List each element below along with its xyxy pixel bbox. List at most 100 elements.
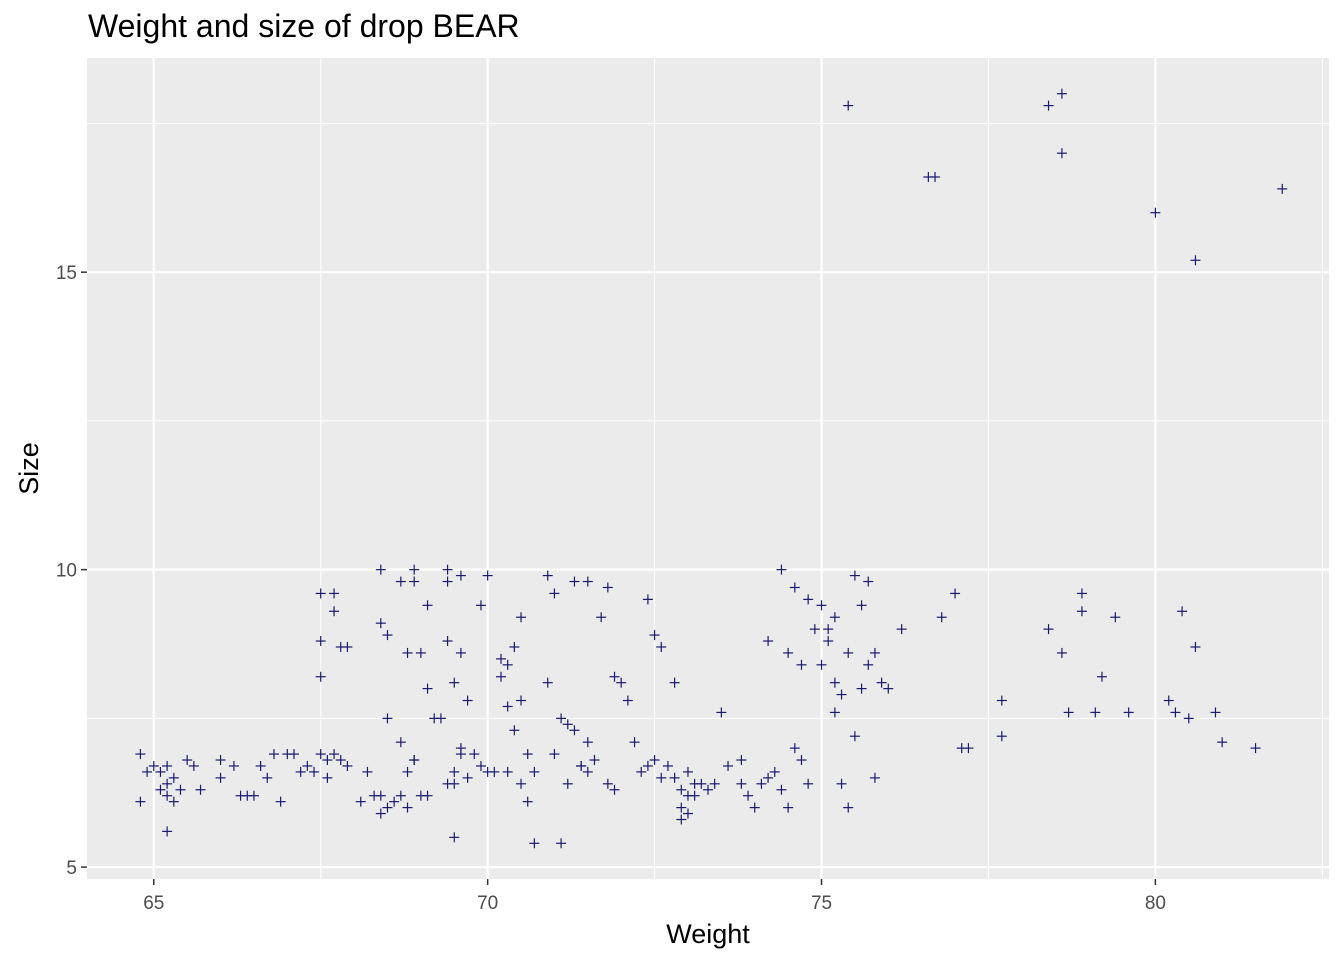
data-point — [636, 766, 647, 777]
data-point — [1217, 737, 1228, 748]
data-point — [409, 755, 420, 766]
x-tick-label: 75 — [811, 893, 832, 914]
data-point — [582, 576, 593, 587]
data-point — [629, 737, 640, 748]
data-point — [355, 796, 366, 807]
major-gridlines — [87, 58, 1329, 879]
data-point — [562, 778, 573, 789]
data-point — [936, 612, 947, 623]
data-point — [516, 695, 527, 706]
data-point — [162, 778, 173, 789]
data-point — [322, 755, 333, 766]
data-point — [482, 570, 493, 581]
data-point — [395, 790, 406, 801]
data-point — [315, 671, 326, 682]
data-point — [395, 576, 406, 587]
data-point — [1177, 606, 1188, 617]
data-point — [228, 760, 239, 771]
data-point — [342, 641, 353, 652]
data-point — [1056, 647, 1067, 658]
data-point — [1277, 183, 1288, 194]
data-point — [736, 755, 747, 766]
data-point — [676, 784, 687, 795]
data-point — [789, 743, 800, 754]
data-point — [816, 600, 827, 611]
data-point — [315, 749, 326, 760]
data-point — [723, 760, 734, 771]
y-tick-label: 5 — [66, 858, 77, 879]
data-point — [1096, 671, 1107, 682]
data-point — [716, 707, 727, 718]
data-point — [502, 659, 513, 670]
data-point — [602, 582, 613, 593]
data-point — [863, 576, 874, 587]
data-point — [1150, 207, 1161, 218]
data-point — [302, 760, 313, 771]
data-point — [549, 588, 560, 599]
data-point — [1123, 707, 1134, 718]
data-point — [442, 564, 453, 575]
data-point — [329, 749, 340, 760]
data-point — [162, 826, 173, 837]
data-point — [856, 683, 867, 694]
data-point — [602, 778, 613, 789]
data-point — [322, 772, 333, 783]
data-point — [596, 612, 607, 623]
data-point — [395, 737, 406, 748]
data-point — [669, 772, 680, 783]
data-point — [148, 760, 159, 771]
data-point — [1076, 588, 1087, 599]
data-point — [829, 677, 840, 688]
data-point — [409, 576, 420, 587]
data-point — [642, 594, 653, 605]
data-point — [1090, 707, 1101, 718]
data-point — [329, 606, 340, 617]
data-point — [823, 624, 834, 635]
data-point — [869, 772, 880, 783]
data-point — [522, 796, 533, 807]
data-point — [930, 171, 941, 182]
data-point — [502, 766, 513, 777]
data-points — [135, 88, 1288, 849]
data-point — [516, 778, 527, 789]
data-point — [542, 570, 553, 581]
data-point — [195, 784, 206, 795]
x-tick-label: 70 — [477, 893, 498, 914]
data-point — [823, 636, 834, 647]
data-point — [402, 802, 413, 813]
data-point — [469, 749, 480, 760]
chart-title: Weight and size of drop BEAR — [88, 8, 520, 44]
data-point — [389, 796, 400, 807]
data-point — [449, 677, 460, 688]
data-point — [562, 719, 573, 730]
data-point — [709, 778, 720, 789]
data-point — [589, 755, 600, 766]
data-point — [582, 766, 593, 777]
data-point — [789, 582, 800, 593]
data-point — [809, 624, 820, 635]
data-point — [1076, 606, 1087, 617]
data-point — [315, 588, 326, 599]
data-point — [836, 778, 847, 789]
data-point — [382, 630, 393, 641]
data-point — [162, 790, 173, 801]
data-point — [996, 731, 1007, 742]
data-point — [689, 790, 700, 801]
data-point — [442, 636, 453, 647]
data-point — [496, 671, 506, 682]
data-point — [549, 749, 560, 760]
data-point — [502, 701, 513, 712]
data-point — [435, 713, 446, 724]
data-point — [335, 755, 346, 766]
data-point — [883, 683, 894, 694]
data-point — [449, 766, 460, 777]
data-point — [622, 695, 633, 706]
data-point — [168, 772, 179, 783]
data-point — [315, 636, 326, 647]
data-point — [556, 713, 567, 724]
x-axis-ticks: 65 70 75 80 — [143, 879, 1166, 914]
data-point — [843, 100, 854, 111]
data-point — [295, 766, 306, 777]
data-point — [415, 647, 426, 658]
